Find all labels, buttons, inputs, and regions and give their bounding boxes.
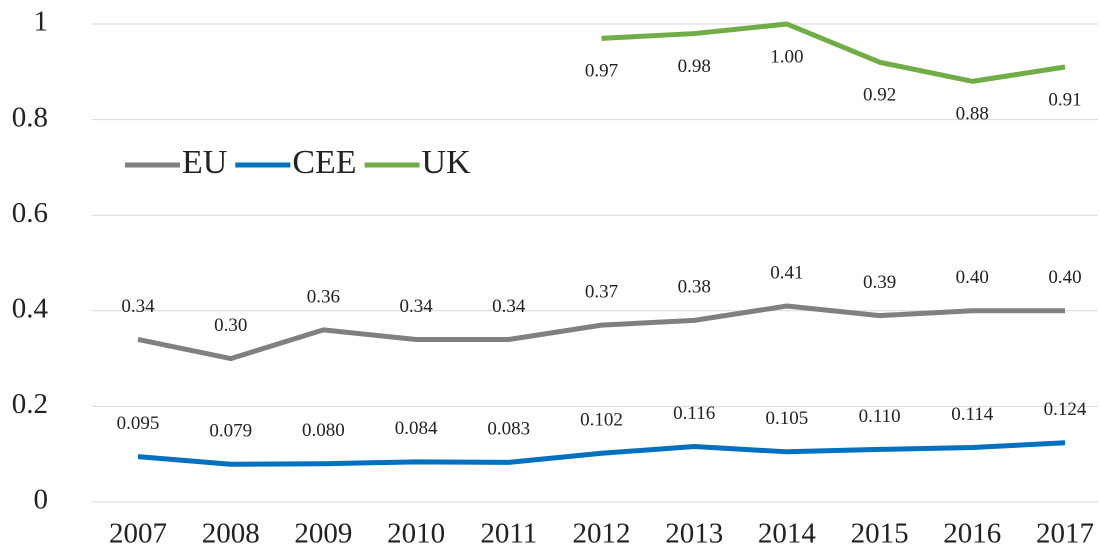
data-label: 0.084 [395, 418, 438, 439]
series-line [137, 303, 1065, 362]
y-tick-label: 1 [34, 6, 49, 38]
y-tick-label: 0 [34, 484, 49, 516]
data-label: 0.88 [956, 104, 989, 125]
data-label: 0.39 [863, 272, 896, 293]
x-tick-label: 2009 [294, 518, 352, 550]
x-tick-label: 2008 [202, 518, 260, 550]
x-tick-label: 2013 [665, 518, 723, 550]
x-tick-label: 2014 [758, 518, 817, 550]
data-label: 0.40 [1048, 267, 1081, 288]
legend-label: CEE [292, 144, 356, 181]
legend-label: UK [422, 144, 472, 181]
y-tick-label: 0.4 [12, 292, 49, 324]
data-label: 0.37 [585, 281, 618, 302]
data-label: 0.34 [399, 296, 433, 317]
data-label: 0.92 [863, 85, 896, 106]
x-tick-label: 2017 [1036, 518, 1094, 550]
x-tick-label: 2012 [573, 518, 631, 550]
data-label: 0.083 [487, 419, 530, 440]
series-line [137, 440, 1066, 467]
data-label: 1.00 [770, 46, 803, 67]
data-label: 0.98 [678, 56, 711, 77]
data-label: 0.105 [766, 408, 809, 429]
data-label: 0.38 [678, 277, 711, 298]
data-label: 0.34 [121, 296, 155, 317]
data-label: 0.102 [580, 410, 623, 431]
x-tick-label: 2010 [387, 518, 445, 550]
x-tick-label: 2015 [851, 518, 909, 550]
x-tick-label: 2007 [109, 518, 167, 550]
data-label: 0.079 [209, 421, 252, 442]
x-tick-label: 2011 [480, 518, 537, 550]
y-tick-label: 0.2 [12, 388, 48, 420]
data-label: 0.97 [585, 61, 618, 82]
data-label: 0.114 [951, 404, 994, 425]
data-label: 0.36 [307, 286, 340, 307]
data-label: 0.41 [770, 262, 803, 283]
data-label: 0.095 [117, 413, 160, 434]
x-tick-label: 2016 [943, 518, 1001, 550]
y-tick-label: 0.8 [12, 101, 48, 133]
legend-label: EU [182, 144, 227, 181]
data-label: 0.34 [492, 296, 526, 317]
y-tick-label: 0.6 [12, 197, 48, 229]
data-label: 0.91 [1048, 89, 1081, 110]
data-label: 0.110 [859, 406, 901, 427]
data-label: 0.40 [956, 267, 989, 288]
data-label: 0.124 [1044, 399, 1087, 420]
data-label: 0.30 [214, 315, 247, 336]
data-label: 0.116 [673, 403, 715, 424]
data-label: 0.080 [302, 420, 345, 441]
series-line [601, 21, 1066, 84]
